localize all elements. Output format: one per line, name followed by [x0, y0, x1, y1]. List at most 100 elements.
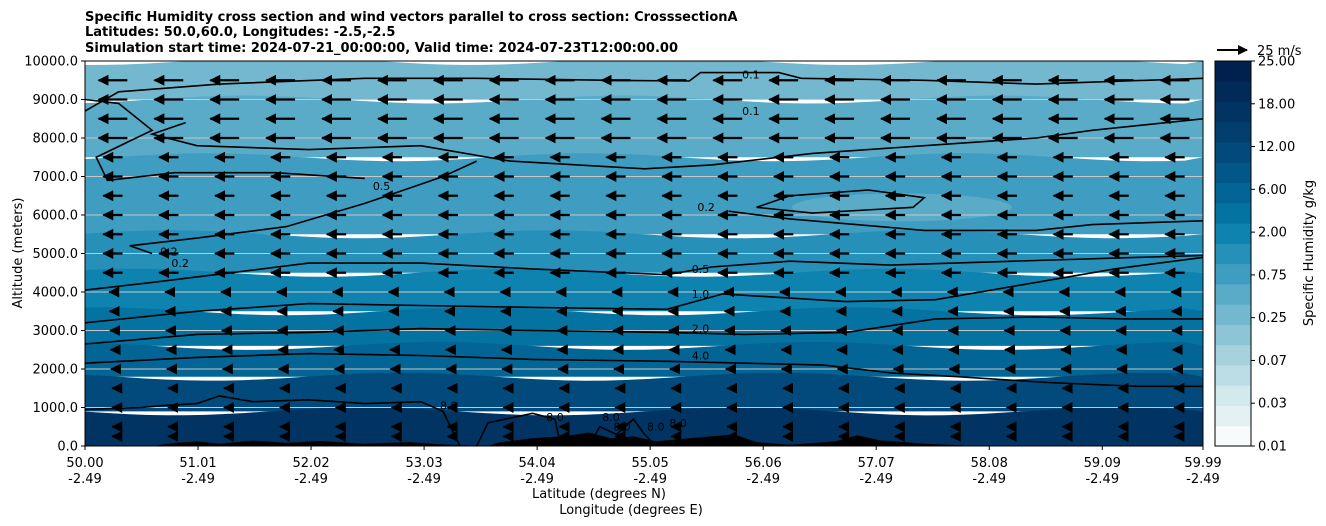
- x-tick-label-longitude: -2.49: [68, 472, 102, 487]
- contour-label: 4.0: [692, 349, 710, 362]
- humidity-band: [85, 95, 1203, 158]
- colorbar-frame: [1214, 60, 1252, 447]
- colorbar-tick-label: 18.00: [1258, 97, 1295, 112]
- contour-label: 0.2: [160, 245, 178, 258]
- contour-labels: 0.10.10.50.20.20.2 0.51.02.04.08.08.0 8.08…: [160, 68, 759, 433]
- y-tick-label: 1000.0: [33, 401, 79, 416]
- colorbar-segment: [1215, 364, 1251, 386]
- colorbar-segment: [1215, 425, 1251, 447]
- y-tick-label: 5000.0: [33, 247, 79, 262]
- humidity-band: [85, 230, 1203, 273]
- x-tick-label-latitude: 52.02: [292, 456, 329, 471]
- x-tick-label-latitude: 58.08: [971, 456, 1008, 471]
- contour-line: [85, 395, 461, 446]
- chart-title-line-2: Latitudes: 50.0,60.0, Longitudes: -2.5,-…: [85, 25, 395, 40]
- colorbar-tick-label: 2.00: [1258, 226, 1287, 241]
- colorbar-segment: [1215, 385, 1251, 406]
- contour-label: 8.0: [602, 411, 620, 424]
- x-tick-label-longitude: -2.49: [859, 472, 893, 487]
- y-tick-label: 0.0: [57, 440, 78, 455]
- colorbar-tick-label: 0.75: [1258, 268, 1287, 283]
- y-tick-label: 7000.0: [33, 170, 79, 185]
- colorbar-tick-label: 0.07: [1258, 354, 1287, 369]
- x-tick-label-latitude: 51.01: [179, 456, 216, 471]
- x-tick-label-latitude: 56.06: [745, 456, 782, 471]
- x-tick-label-latitude: 59.09: [1084, 456, 1121, 471]
- x-axis-label-latitude: Latitude (degrees N): [532, 487, 666, 502]
- x-tick-label-longitude: -2.49: [746, 472, 780, 487]
- contour-line: [149, 118, 1203, 170]
- contour-label: 0.1: [742, 105, 760, 118]
- colorbar-segment: [1215, 263, 1251, 285]
- chart-title-line-3: Simulation start time: 2024-07-21_00:00:…: [85, 41, 678, 56]
- colorbar-segment: [1215, 162, 1251, 184]
- x-tick-label-longitude: -2.49: [1186, 472, 1220, 487]
- y-axis-ticks: 0.0 1000.0 2000.0 3000.0 4000.0 5000.0 6000.0 7…: [24, 55, 85, 455]
- colorbar-segment: [1215, 142, 1251, 163]
- x-tick-label-latitude: 59.99: [1184, 456, 1221, 471]
- y-tick-label: 4000.0: [33, 286, 79, 301]
- x-tick-label-longitude: -2.49: [407, 472, 441, 487]
- colorbar-segment: [1215, 223, 1251, 244]
- y-tick-label: 8000.0: [33, 132, 79, 147]
- x-tick-label-latitude: 53.03: [405, 456, 442, 471]
- contour-label: 8.0: [546, 411, 564, 424]
- colorbar-ticks: 0.01 0.03 0.07 0.25 0.75 2.00 6.00 12.00 18.00 25…: [1251, 55, 1295, 455]
- contour-line: [129, 160, 478, 255]
- colorbar: [1215, 61, 1251, 447]
- x-axis-label-longitude: Longitude (degrees E): [559, 503, 703, 518]
- contour-label: 8.0: [613, 421, 631, 434]
- colorbar-tick-label: 0.25: [1258, 311, 1287, 326]
- y-tick-label: 9000.0: [33, 93, 79, 108]
- colorbar-segment: [1215, 101, 1251, 123]
- y-axis-label: Altitude (meters): [11, 198, 26, 309]
- x-tick-label-longitude: -2.49: [181, 472, 215, 487]
- contour-label: 1.0: [692, 288, 710, 301]
- y-tick-label: 6000.0: [33, 209, 79, 224]
- colorbar-segment: [1215, 61, 1251, 82]
- x-tick-label-longitude: -2.49: [972, 472, 1006, 487]
- contour-label: 8.0: [669, 417, 687, 430]
- humidity-filled-bands: [85, 61, 1203, 446]
- contour-label: 0.2: [171, 257, 189, 270]
- contour-plot-area: [85, 61, 1203, 446]
- humidity-band: [85, 268, 1203, 312]
- x-tick-label-longitude: -2.49: [294, 472, 328, 487]
- contour-label: 0.2: [697, 201, 715, 214]
- colorbar-segment: [1215, 202, 1251, 224]
- contour-label: 0.5: [692, 263, 710, 276]
- x-axis-ticks: 50.00-2.4951.01-2.4952.02-2.4953.03-2.49…: [66, 446, 1222, 487]
- x-tick-label-latitude: 57.07: [858, 456, 895, 471]
- contour-label: 2.0: [692, 322, 710, 335]
- y-tick-label: 2000.0: [33, 363, 79, 378]
- y-tick-label: 10000.0: [24, 55, 78, 70]
- colorbar-segment: [1215, 81, 1251, 103]
- colorbar-segment: [1215, 283, 1251, 305]
- x-tick-label-latitude: 50.00: [66, 456, 103, 471]
- colorbar-tick-label: 6.00: [1258, 183, 1287, 198]
- contour-line: [475, 412, 562, 446]
- colorbar-tick-label: 0.03: [1258, 397, 1287, 412]
- colorbar-segment: [1215, 304, 1251, 325]
- colorbar-tick-label: 0.01: [1258, 440, 1287, 455]
- terrain-silhouette: [140, 432, 992, 446]
- humidity-band: [85, 61, 1203, 100]
- colorbar-segment: [1215, 344, 1251, 366]
- contour-line: [85, 256, 1203, 324]
- humidity-band: [85, 372, 1203, 412]
- x-tick-label-longitude: -2.49: [633, 472, 667, 487]
- contour-label: 0.1: [742, 68, 760, 81]
- humidity-band: [85, 341, 1203, 377]
- contour-line: [85, 316, 1203, 345]
- contour-label: 8.0: [440, 399, 458, 412]
- wind-reference-label: 25 m/s: [1257, 44, 1302, 59]
- colorbar-tick-label: 25.00: [1258, 55, 1295, 70]
- contour-line: [85, 98, 365, 182]
- humidity-band: [85, 307, 1203, 346]
- colorbar-segment: [1215, 324, 1251, 346]
- x-tick-label-longitude: -2.49: [520, 472, 554, 487]
- chart-title-line-1: Specific Humidity cross section and wind…: [85, 10, 738, 25]
- x-tick-label-latitude: 55.05: [632, 456, 669, 471]
- wind-vectors: [97, 74, 1190, 442]
